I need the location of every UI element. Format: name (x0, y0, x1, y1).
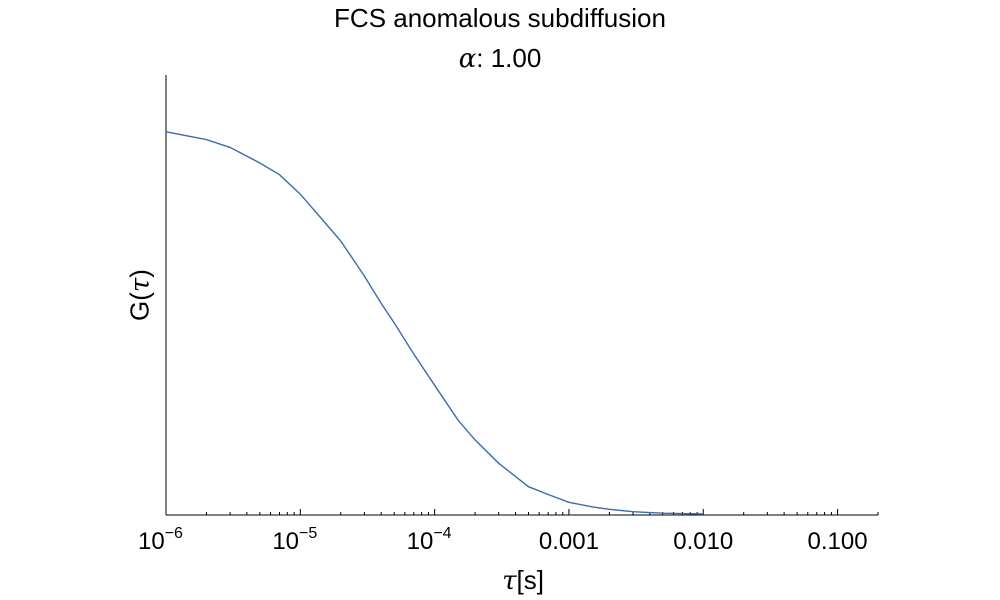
series-line (165, 131, 704, 515)
x-tick-label: 0.100 (808, 528, 868, 555)
x-tick-label: 0.010 (673, 528, 733, 555)
x-tick-label: 0.001 (539, 528, 599, 555)
x-tick-label: 10−5 (272, 525, 317, 555)
x-tick-label: 10−6 (138, 525, 183, 555)
x-axis-label: τ[s] (502, 565, 544, 596)
x-tick-label: 10−4 (407, 525, 452, 555)
chart-title: FCS anomalous subdiffusion (334, 3, 666, 33)
y-axis-label: G(τ) (124, 269, 156, 321)
alpha-value: : 1.00 (476, 43, 542, 73)
chart-subtitle: α: 1.00 (0, 43, 1000, 74)
alpha-symbol: α (458, 44, 477, 74)
